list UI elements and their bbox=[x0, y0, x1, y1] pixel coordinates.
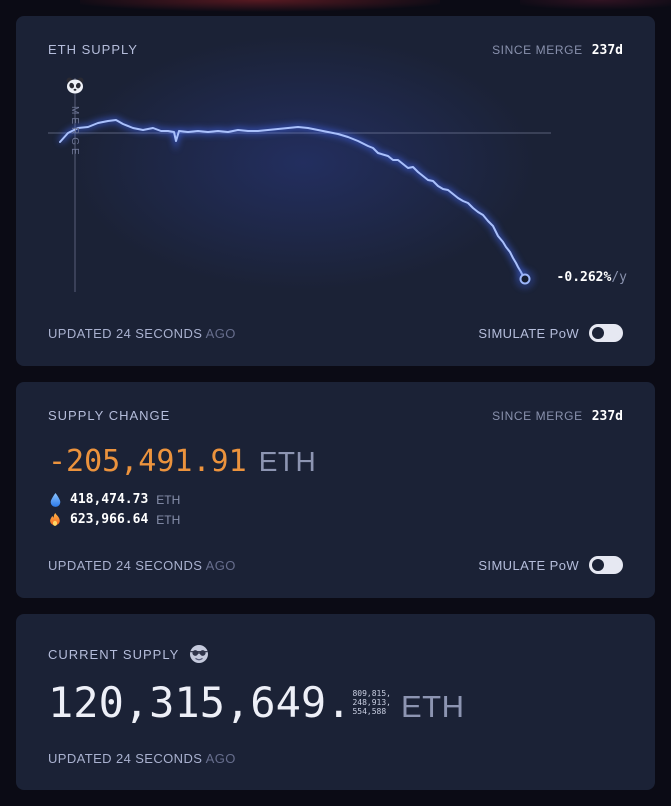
panda-icon bbox=[65, 77, 85, 99]
updated-ago: AGO bbox=[205, 751, 236, 766]
endpoint-glow bbox=[516, 270, 534, 288]
updated-timestamp: UPDATED 24 SECONDS AGO bbox=[48, 751, 236, 766]
endpoint-marker bbox=[519, 273, 531, 285]
simulate-pow-toggle[interactable] bbox=[589, 556, 623, 574]
merge-axis-label: MERGE bbox=[69, 106, 80, 158]
supply-change-amount: -205,491.91 ETH bbox=[48, 444, 623, 479]
water-drop-icon bbox=[48, 492, 62, 507]
decimals-line-2: 248,913, bbox=[352, 698, 391, 707]
since-merge-value: 237d bbox=[591, 43, 623, 58]
burn-row: 623,966.64 ETH bbox=[48, 512, 623, 527]
simulate-pow-control: SIMULATE PoW bbox=[478, 324, 623, 342]
updated-ago: AGO bbox=[205, 325, 236, 341]
since-merge-label: SINCE MERGE bbox=[492, 43, 583, 57]
supply-flows: 418,474.73 ETH 623,966.64 ETH bbox=[48, 492, 623, 527]
fire-icon bbox=[48, 512, 62, 527]
eth-supply-header: ETH SUPPLY SINCE MERGE 237d bbox=[48, 42, 623, 58]
burn-unit: ETH bbox=[156, 512, 181, 527]
rate-value: -0.262% bbox=[556, 270, 612, 285]
issuance-row: 418,474.73 ETH bbox=[48, 492, 623, 507]
updated-text: UPDATED 24 SECONDS bbox=[48, 557, 203, 573]
issuance-unit: ETH bbox=[156, 492, 181, 507]
eth-supply-widget: ETH SUPPLY SINCE MERGE 237d bbox=[16, 16, 655, 366]
current-supply-unit: ETH bbox=[400, 689, 465, 724]
updated-timestamp: UPDATED 24 SECONDS AGO bbox=[48, 558, 236, 573]
updated-text: UPDATED 24 SECONDS bbox=[48, 751, 203, 766]
updated-timestamp: UPDATED 24 SECONDS AGO bbox=[48, 326, 236, 341]
rate-unit: /y bbox=[611, 270, 627, 285]
simulate-pow-control: SIMULATE PoW bbox=[478, 556, 623, 574]
supply-line-glow bbox=[58, 117, 528, 281]
decimals-line-1: 809,815, bbox=[352, 689, 391, 698]
disguised-face-icon[interactable] bbox=[189, 644, 209, 664]
issuance-value: 418,474.73 bbox=[70, 492, 149, 507]
eth-supply-footer: UPDATED 24 SECONDS AGO SIMULATE PoW bbox=[48, 324, 623, 342]
current-supply-integer: 120,315,649. bbox=[48, 678, 352, 727]
toggle-knob bbox=[592, 559, 604, 571]
supply-change-widget: SUPPLY CHANGE SINCE MERGE 237d -205,491.… bbox=[16, 382, 655, 598]
current-supply-decimals: 809,815, 248,913, 554,588 bbox=[352, 689, 391, 716]
simulate-pow-label: SIMULATE PoW bbox=[478, 557, 579, 573]
supply-change-unit: ETH bbox=[258, 446, 317, 477]
decimals-line-3: 554,588 bbox=[352, 707, 387, 716]
eth-supply-chart[interactable]: MERGE -0.262%/y bbox=[48, 70, 627, 300]
widget-title: CURRENT SUPPLY bbox=[48, 646, 180, 662]
since-merge-timeframe-button[interactable]: SINCE MERGE 237d bbox=[492, 43, 623, 58]
current-supply-amount: 120,315,649. 809,815, 248,913, 554,588 E… bbox=[48, 678, 623, 727]
toggle-knob bbox=[592, 327, 604, 339]
supply-change-header: SUPPLY CHANGE SINCE MERGE 237d bbox=[48, 408, 623, 424]
supply-line bbox=[59, 119, 526, 280]
supply-growth-rate-label: -0.262%/y bbox=[557, 270, 627, 285]
burn-value: 623,966.64 bbox=[70, 512, 149, 527]
widget-title: SUPPLY CHANGE bbox=[48, 408, 171, 423]
widget-title: ETH SUPPLY bbox=[48, 42, 138, 57]
supply-chart-svg bbox=[48, 78, 551, 292]
supply-change-footer: UPDATED 24 SECONDS AGO SIMULATE PoW bbox=[48, 556, 623, 574]
since-merge-value: 237d bbox=[591, 409, 623, 424]
since-merge-timeframe-button[interactable]: SINCE MERGE 237d bbox=[492, 409, 623, 424]
current-supply-footer: UPDATED 24 SECONDS AGO bbox=[48, 751, 623, 766]
dashboard: ETH SUPPLY SINCE MERGE 237d bbox=[16, 16, 655, 790]
simulate-pow-label: SIMULATE PoW bbox=[478, 325, 579, 341]
updated-ago: AGO bbox=[205, 557, 236, 573]
updated-text: UPDATED 24 SECONDS bbox=[48, 325, 203, 341]
supply-change-value: -205,491.91 bbox=[48, 444, 247, 479]
simulate-pow-toggle[interactable] bbox=[589, 324, 623, 342]
current-supply-header: CURRENT SUPPLY bbox=[48, 644, 623, 664]
current-supply-widget: CURRENT SUPPLY 120,315,649. 809,815, bbox=[16, 614, 655, 790]
since-merge-label: SINCE MERGE bbox=[492, 409, 583, 423]
